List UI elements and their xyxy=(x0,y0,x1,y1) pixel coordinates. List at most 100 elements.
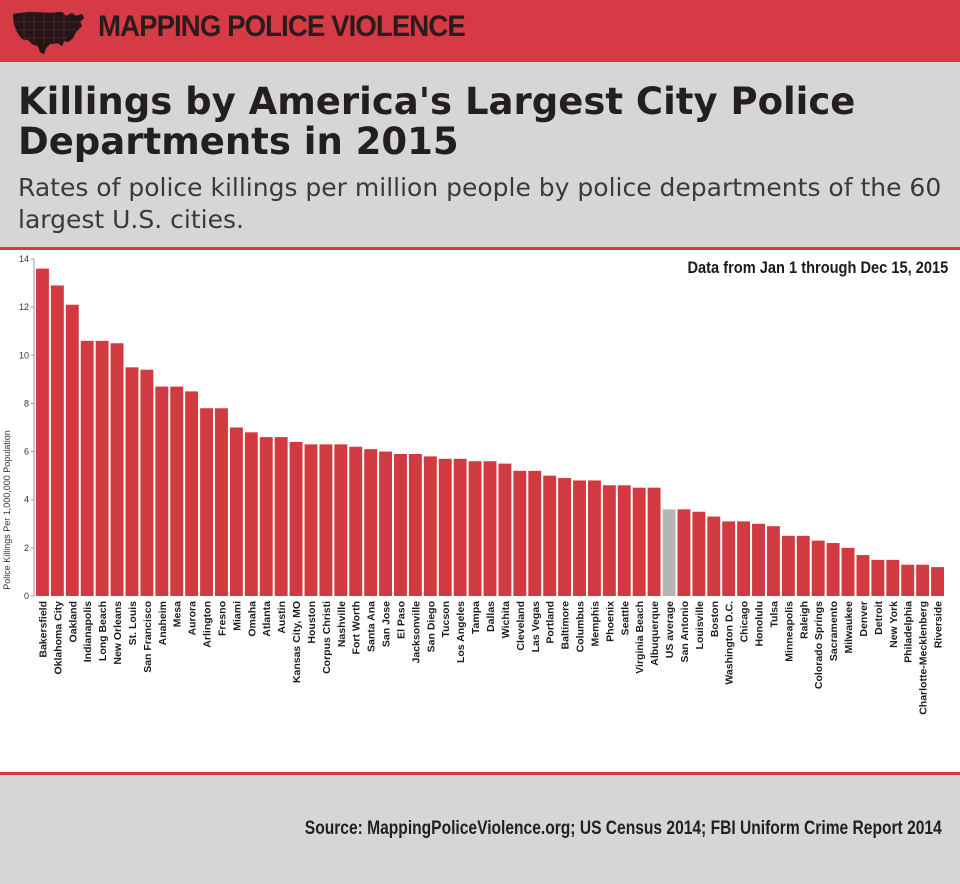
x-tick-label: Seattle xyxy=(619,601,631,636)
header-banner: MAPPING POLICE VIOLENCE xyxy=(0,0,960,62)
x-tick-label: San Antonio xyxy=(679,601,691,662)
bar xyxy=(692,511,706,596)
x-tick-label: Tucson xyxy=(440,601,452,638)
x-tick-label: Washington D.C. xyxy=(724,601,736,685)
x-tick-label: Minneapolis xyxy=(783,601,795,662)
bar-series xyxy=(36,268,944,596)
x-tick-label: Columbus xyxy=(575,601,587,652)
y-tick-label: 8 xyxy=(24,398,29,408)
bar xyxy=(766,526,780,596)
x-tick-label: New York xyxy=(888,601,900,648)
bar xyxy=(722,521,736,596)
y-axis-label: Police Killings Per 1,000,000 Population xyxy=(2,430,12,590)
bar xyxy=(408,453,422,596)
x-tick-label: Memphis xyxy=(589,601,601,647)
x-tick-label: Anaheim xyxy=(157,601,169,645)
x-tick-label: New Orleans xyxy=(112,601,124,665)
y-tick-label: 10 xyxy=(19,350,29,360)
bar xyxy=(498,463,512,596)
x-tick-label: Dallas xyxy=(485,601,497,632)
x-tick-label: Colorado Springs xyxy=(813,601,825,689)
x-tick-label: Virginia Beach xyxy=(634,601,646,674)
y-tick-label: 12 xyxy=(19,302,29,312)
bar xyxy=(543,475,557,596)
x-tick-label: Albuquerque xyxy=(649,601,661,666)
top-divider xyxy=(0,247,960,250)
date-range-note: Data from Jan 1 through Dec 15, 2015 xyxy=(687,258,948,277)
bar xyxy=(423,456,437,596)
x-tick-label: Los Angeles xyxy=(455,601,467,663)
footer xyxy=(0,775,960,884)
bar xyxy=(796,535,810,596)
x-tick-label: Honolulu xyxy=(754,601,766,647)
bar xyxy=(752,523,765,596)
x-tick-label: El Paso xyxy=(395,601,407,639)
x-tick-label: Mesa xyxy=(172,601,184,627)
page-subtitle: Rates of police killings per million peo… xyxy=(18,173,942,234)
bar xyxy=(871,559,885,596)
x-tick-label: Chicago xyxy=(739,601,751,642)
x-tick-label: Santa Ana xyxy=(366,601,378,652)
bar xyxy=(80,340,94,596)
bar xyxy=(781,535,795,596)
chart-panel: 0 2 4 6 8 10 12 14 Bakersfield Oklahoma City Oakl… xyxy=(0,250,960,772)
x-tick-label: San Francisco xyxy=(142,601,154,673)
x-tick-label: Oakland xyxy=(67,601,79,642)
bar xyxy=(95,340,109,596)
x-tick-label: San Diego xyxy=(425,601,437,652)
x-tick-label: Arlington xyxy=(202,601,214,648)
bar xyxy=(379,451,393,596)
bar xyxy=(737,521,751,596)
bar xyxy=(170,386,184,596)
x-tick-label: Omaha xyxy=(246,601,258,637)
bar xyxy=(319,444,333,596)
x-tick-label: Aurora xyxy=(187,601,199,636)
bar xyxy=(617,485,631,596)
x-tick-label: Louisville xyxy=(694,601,706,650)
bar xyxy=(304,444,318,596)
brand-name: MAPPING POLICE VIOLENCE xyxy=(98,10,466,43)
bar xyxy=(886,559,900,596)
x-tick-label: Philadelphia xyxy=(903,601,915,663)
bar xyxy=(513,470,527,596)
source-citation: Source: MappingPoliceViolence.org; US Ce… xyxy=(305,818,942,839)
x-tick-label: Oklahoma City xyxy=(52,601,64,675)
bar xyxy=(185,391,199,596)
bar xyxy=(50,285,64,596)
bar xyxy=(215,408,228,596)
y-tick-label: 14 xyxy=(19,254,29,264)
bottom-divider xyxy=(0,772,960,775)
x-tick-label: Wichita xyxy=(500,601,512,638)
bar xyxy=(274,437,288,596)
bar xyxy=(155,386,169,596)
bar xyxy=(468,461,482,596)
bar xyxy=(289,441,303,596)
x-tick-label: Indianapolis xyxy=(82,601,94,662)
bar xyxy=(334,444,348,596)
bar xyxy=(901,564,915,596)
x-tick-label: San Jose xyxy=(381,601,393,647)
x-tick-label: Tulsa xyxy=(768,601,780,628)
y-axis: 0 2 4 6 8 10 12 14 xyxy=(19,254,35,601)
bar xyxy=(453,458,467,596)
bar xyxy=(483,461,497,596)
x-tick-label: Nashville xyxy=(336,601,348,647)
bar xyxy=(364,449,378,596)
x-tick-label: Fresno xyxy=(216,601,228,636)
x-tick-label: Atlanta xyxy=(261,601,273,637)
bar xyxy=(856,555,870,596)
bar xyxy=(602,485,616,596)
x-tick-label: Bakersfield xyxy=(37,601,49,658)
x-tick-label: Houston xyxy=(306,601,318,644)
bar xyxy=(65,304,79,596)
x-tick-label: Kansas City, MO xyxy=(291,601,303,683)
x-tick-label: Tampa xyxy=(470,601,482,634)
bar xyxy=(587,480,601,596)
bar xyxy=(707,516,721,596)
bar xyxy=(841,547,855,596)
bar xyxy=(229,427,243,596)
x-axis-labels: Bakersfield Oklahoma City Oakland Indianapo… xyxy=(37,601,944,715)
bar xyxy=(931,567,944,596)
bar xyxy=(36,268,49,596)
bar xyxy=(200,408,214,596)
